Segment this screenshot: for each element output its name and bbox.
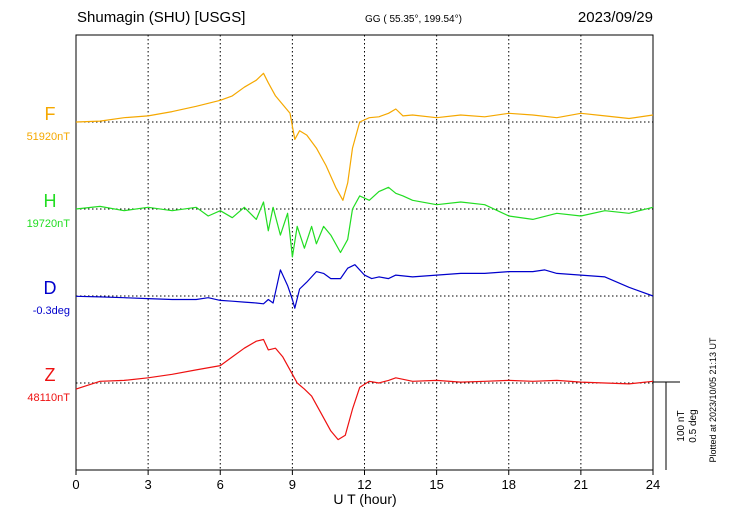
channel-baseline-z: 48110nT <box>27 392 70 404</box>
channel-letter-d: D <box>44 278 57 298</box>
channel-baseline-f: 51920nT <box>27 131 71 143</box>
x-tick-label: 9 <box>289 477 296 492</box>
series-line-d <box>75 264 654 309</box>
x-tick-label: 3 <box>145 477 152 492</box>
grid-lines <box>76 35 653 470</box>
x-tick-label: 24 <box>646 477 660 492</box>
x-axis-label: U T (hour) <box>333 491 396 507</box>
x-tick-label: 21 <box>574 477 588 492</box>
scale-nt-label: 100 nT <box>676 410 687 441</box>
channel-letter-f: F <box>45 104 56 124</box>
x-tick-label: 12 <box>357 477 371 492</box>
series-line-f <box>75 72 654 201</box>
station-coords: GG ( 55.35°, 199.54°) <box>365 14 462 25</box>
series-line-z <box>75 338 654 441</box>
scale-bar: 100 nT 0.5 deg <box>653 381 699 470</box>
x-axis: 0 3 6 9 12 15 18 21 24 <box>72 470 660 492</box>
plot-date: 2023/09/29 <box>578 9 653 26</box>
x-tick-label: 15 <box>429 477 443 492</box>
plotted-timestamp: Plotted at 2023/10/05 21:13 UT <box>708 337 718 463</box>
series-line-h <box>75 186 654 258</box>
station-title: Shumagin (SHU) [USGS] <box>77 9 245 26</box>
channel-letter-z: Z <box>45 365 56 385</box>
x-tick-label: 18 <box>502 477 516 492</box>
channel-letter-h: H <box>44 191 57 211</box>
scale-deg-label: 0.5 deg <box>688 409 699 442</box>
channel-baseline-h: 19720nT <box>27 218 71 230</box>
series-group <box>75 72 654 441</box>
channel-baseline-d: -0.3deg <box>33 305 70 317</box>
x-tick-label: 6 <box>217 477 224 492</box>
channel-labels: F 51920nT H 19720nT D -0.3deg Z 48110nT <box>27 104 71 404</box>
x-tick-label: 0 <box>72 477 79 492</box>
